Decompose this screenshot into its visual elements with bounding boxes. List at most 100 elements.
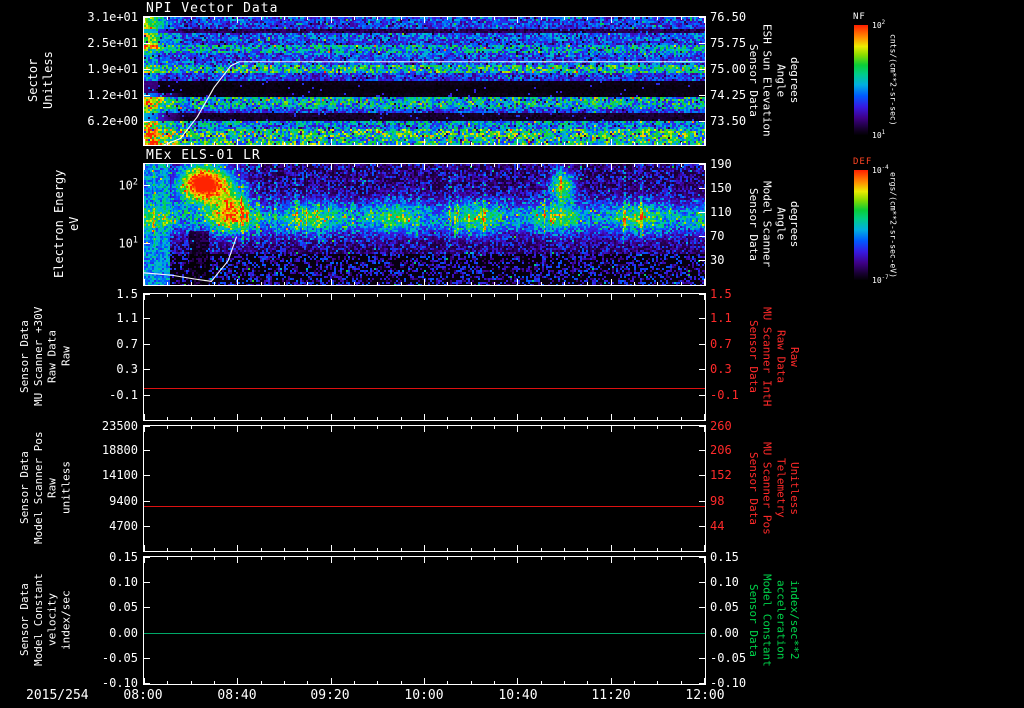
x-tick-mark <box>424 545 425 551</box>
y-tick-mark <box>144 582 150 583</box>
x-tick-mark <box>494 294 495 297</box>
axis-label-line: Sensor Data <box>746 451 760 525</box>
x-tick-mark <box>704 426 705 432</box>
x-tick-mark <box>634 282 635 285</box>
x-tick-mark <box>237 414 238 420</box>
x-tick-mark <box>307 681 308 684</box>
x-tick-mark <box>611 164 612 170</box>
x-tick-mark <box>587 17 588 20</box>
x-tick-mark <box>424 279 425 285</box>
x-tick-mark <box>494 164 495 167</box>
x-tick-mark <box>331 279 332 285</box>
x-tick-mark <box>191 426 192 429</box>
x-tick-mark <box>494 17 495 20</box>
x-tick-mark <box>354 294 355 297</box>
x-tick-mark <box>564 164 565 167</box>
x-axis-tick-label: 10:00 <box>404 688 444 703</box>
x-tick-mark <box>541 142 542 145</box>
y-tick-label: 18800 <box>101 443 138 458</box>
y-tick-mark <box>144 395 150 396</box>
y-tick-mark <box>699 395 705 396</box>
y-tick-mark <box>699 260 705 261</box>
x-tick-mark <box>167 426 168 429</box>
x-tick-mark <box>634 681 635 684</box>
x-tick-mark <box>424 414 425 420</box>
y-tick-mark <box>699 236 705 237</box>
x-tick-mark <box>331 294 332 300</box>
y-tick-mark <box>699 658 705 659</box>
x-tick-mark <box>307 548 308 551</box>
x-tick-mark <box>517 139 518 145</box>
colorbar-tick-label: 10-4 <box>872 165 889 175</box>
y-tick-label: 1.1 <box>116 311 138 326</box>
y-tick-label-right: 74.25 <box>710 87 747 102</box>
x-tick-mark <box>331 164 332 170</box>
x-tick-mark <box>167 164 168 167</box>
x-tick-mark <box>261 17 262 20</box>
x-tick-mark <box>284 17 285 20</box>
axis-label-line: degrees <box>788 200 801 248</box>
x-tick-mark <box>214 417 215 420</box>
axis-label-line: Sensor Data <box>18 320 31 393</box>
y-tick-label-right: 98 <box>710 493 725 508</box>
x-tick-mark <box>331 557 332 563</box>
y-tick-label-right: 70 <box>710 228 725 243</box>
x-tick-mark <box>377 282 378 285</box>
colorbar-tick-label: 10-7 <box>872 275 889 285</box>
x-tick-mark <box>587 548 588 551</box>
x-tick-mark <box>517 545 518 551</box>
y-tick-mark <box>699 369 705 370</box>
x-tick-mark <box>447 142 448 145</box>
x-tick-mark <box>494 557 495 560</box>
x-tick-mark <box>377 557 378 560</box>
y-tick-mark <box>144 121 150 122</box>
y-tick-mark <box>144 607 150 608</box>
y-tick-mark <box>144 501 150 502</box>
y-tick-mark <box>699 318 705 319</box>
y-tick-mark <box>699 582 705 583</box>
y-tick-mark <box>144 369 150 370</box>
x-tick-mark <box>704 294 705 300</box>
data-series-line <box>144 388 705 389</box>
x-tick-mark <box>354 164 355 167</box>
x-tick-mark <box>517 426 518 432</box>
x-tick-mark <box>401 164 402 167</box>
x-tick-mark <box>657 557 658 560</box>
axis-label-line: Model Constant <box>760 573 774 667</box>
y-tick-mark <box>144 243 150 244</box>
y-tick-mark <box>699 294 705 295</box>
x-tick-mark <box>541 426 542 429</box>
axis-label-line: Unitless <box>788 461 801 515</box>
y-tick-label-right: 0.00 <box>710 625 739 640</box>
x-tick-mark <box>471 426 472 429</box>
x-tick-mark <box>214 681 215 684</box>
x-tick-mark <box>237 164 238 170</box>
x-tick-mark <box>564 282 565 285</box>
x-tick-mark <box>517 17 518 23</box>
x-tick-mark <box>237 678 238 684</box>
colorbar-title-def: DEF <box>853 157 873 167</box>
x-tick-mark <box>657 417 658 420</box>
x-tick-mark <box>167 294 168 297</box>
x-tick-mark <box>587 164 588 167</box>
y-tick-label-right: 75.00 <box>710 62 747 77</box>
x-tick-mark <box>447 426 448 429</box>
data-series-line <box>144 506 705 507</box>
x-tick-mark <box>657 294 658 297</box>
x-tick-mark <box>144 414 145 420</box>
y-tick-label-right: 44 <box>710 518 725 533</box>
x-tick-mark <box>681 681 682 684</box>
y-tick-label: 14100 <box>101 468 138 483</box>
y-tick-label-right: 73.50 <box>710 114 747 128</box>
x-tick-mark <box>261 294 262 297</box>
x-tick-mark <box>401 294 402 297</box>
x-tick-mark <box>191 681 192 684</box>
x-tick-mark <box>354 417 355 420</box>
y-tick-mark <box>699 43 705 44</box>
x-tick-mark <box>494 548 495 551</box>
x-tick-mark <box>214 557 215 560</box>
y-tick-label-right: 260 <box>710 418 732 433</box>
y-tick-label-right: 0.05 <box>710 600 739 615</box>
y-tick-label-right: 30 <box>710 252 725 267</box>
